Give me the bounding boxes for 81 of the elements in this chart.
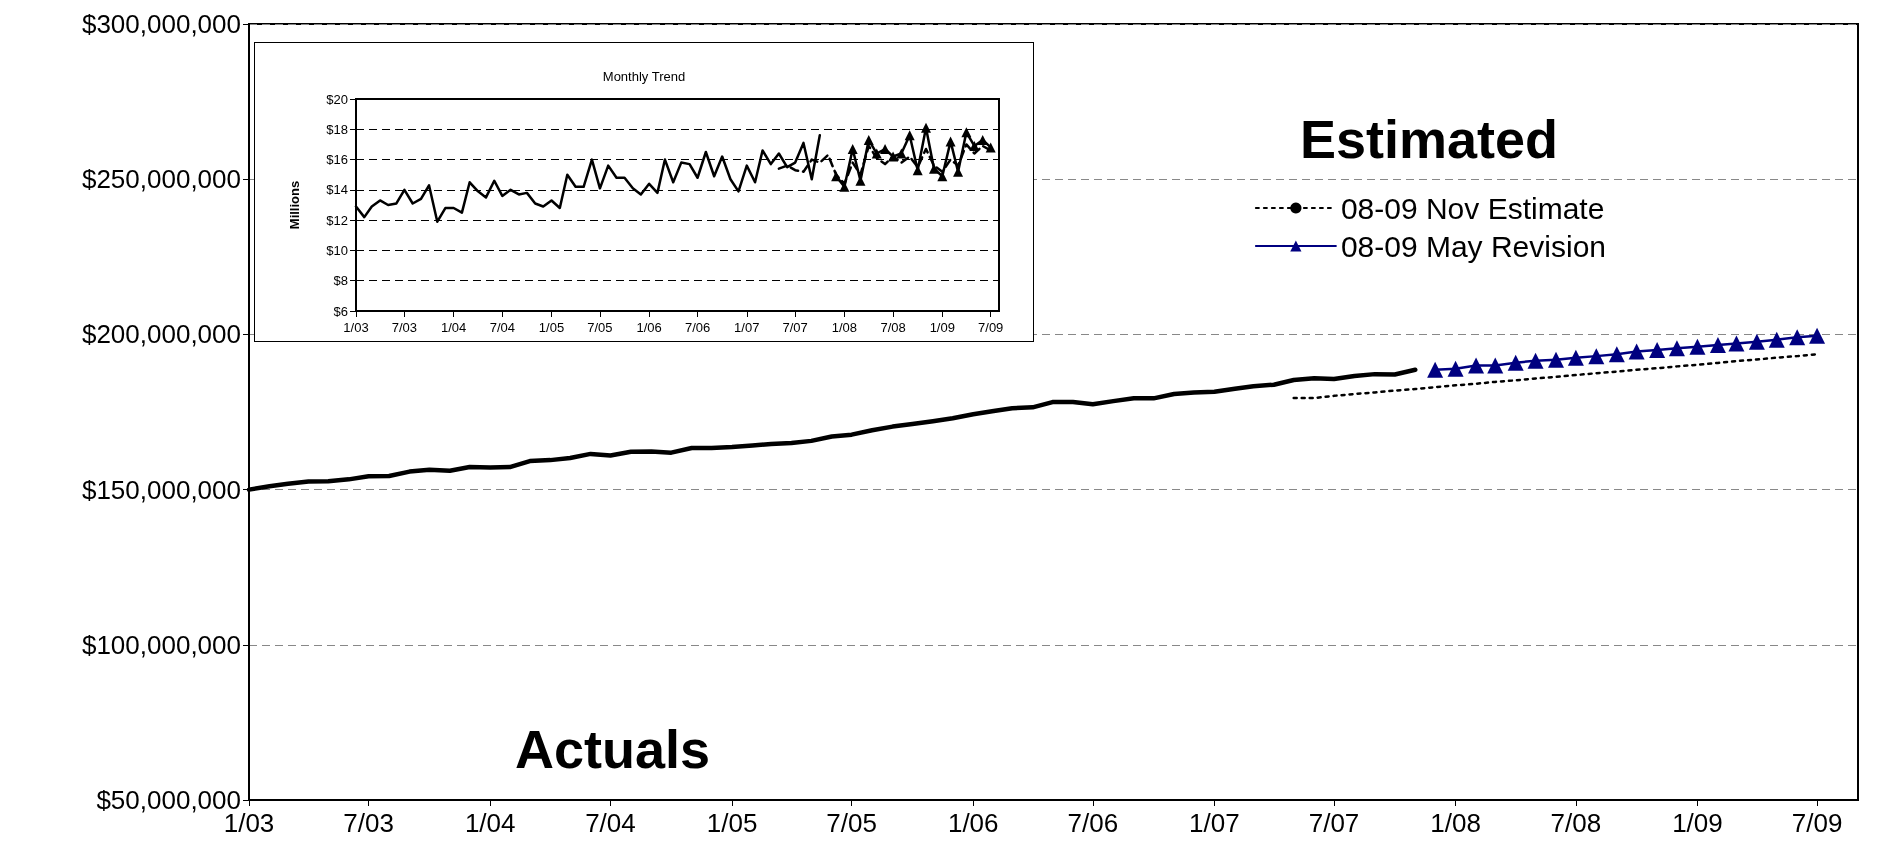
x-tick-label: 1/09 — [929, 320, 955, 335]
y-tick-label: $20 — [326, 91, 348, 107]
x-tick-label: 7/07 — [1308, 808, 1360, 838]
x-tick-label: 1/08 — [1430, 808, 1481, 838]
x-tick-label: 7/08 — [1550, 808, 1602, 838]
x-tick-label: 1/03 — [343, 320, 369, 335]
x-tick-label: 7/08 — [880, 320, 906, 335]
y-tick-label: $250,000,000 — [81, 164, 241, 195]
point — [1748, 333, 1765, 350]
point — [1728, 335, 1745, 352]
x-tick-label: 7/04 — [489, 320, 515, 335]
line-series — [1292, 353, 1819, 400]
x-tick-label: 1/09 — [1672, 808, 1723, 838]
point — [945, 136, 956, 147]
x-tick-label: 7/07 — [782, 320, 808, 335]
point — [969, 140, 980, 151]
annotation: Actuals — [515, 719, 711, 779]
point — [1548, 351, 1565, 368]
x-tick-label: 1/05 — [706, 808, 758, 838]
point — [1567, 349, 1584, 366]
x-tick-label: 7/04 — [585, 808, 636, 838]
y-tick-label: $300,000,000 — [81, 9, 241, 39]
point — [1507, 354, 1524, 371]
point — [1689, 338, 1706, 355]
x-tick-label: 1/08 — [831, 320, 858, 335]
legend-label: 08-09 May Revision — [1340, 229, 1606, 263]
x-tick-label: 7/06 — [1067, 808, 1119, 838]
legend-label: 08-09 Nov Estimate — [1340, 191, 1605, 225]
point — [1809, 327, 1826, 344]
y-tick-label: $18 — [326, 121, 348, 137]
point — [1649, 341, 1666, 358]
x-tick-label: 1/04 — [440, 320, 467, 335]
point — [1468, 357, 1485, 374]
x-tick-label: 7/06 — [684, 320, 711, 335]
y-tick-label: $14 — [326, 182, 348, 198]
point — [847, 143, 858, 154]
point — [920, 122, 931, 133]
point — [1447, 360, 1464, 377]
x-tick-label: 7/03 — [343, 808, 394, 838]
point — [871, 148, 882, 159]
x-tick-label: 7/09 — [1791, 808, 1843, 838]
point — [929, 163, 939, 174]
point — [1487, 357, 1504, 374]
point — [1628, 343, 1645, 360]
x-tick-label: 1/05 — [538, 320, 565, 335]
point — [937, 171, 948, 182]
y-tick-label: $8 — [333, 273, 348, 289]
y-tick-label: $16 — [326, 152, 348, 168]
point — [977, 134, 988, 145]
chart-title: Monthly Trend — [602, 69, 686, 84]
x-tick-label: 7/03 — [391, 320, 418, 335]
x-tick-label: 1/07 — [1189, 808, 1240, 838]
point — [1608, 346, 1625, 363]
y-tick-label: $6 — [333, 303, 348, 319]
point — [1588, 348, 1605, 365]
legend-title: Estimated — [1300, 109, 1559, 169]
point — [1768, 331, 1785, 348]
point — [896, 148, 907, 159]
x-tick-label: 7/09 — [978, 320, 1004, 335]
point — [1527, 352, 1544, 369]
point — [1789, 329, 1806, 346]
point — [863, 134, 874, 145]
x-tick-label: 7/05 — [587, 320, 613, 335]
y-tick-label: $200,000,000 — [81, 319, 241, 350]
point — [1427, 361, 1444, 378]
y-tick-label: $100,000,000 — [81, 629, 241, 660]
x-tick-label: 7/05 — [826, 808, 877, 838]
point — [904, 130, 915, 141]
x-tick-label: 1/06 — [947, 808, 999, 838]
y-tick-label: $150,000,000 — [81, 474, 241, 505]
x-tick-label: 1/04 — [464, 808, 516, 838]
y-tick-label: $12 — [326, 212, 348, 228]
point — [1668, 340, 1685, 357]
y-axis-title: Millions — [287, 180, 302, 230]
point — [961, 127, 972, 138]
y-tick-label: $10 — [326, 242, 348, 258]
x-tick-label: 1/07 — [734, 320, 760, 335]
point — [1709, 336, 1726, 353]
point — [831, 171, 842, 182]
point — [985, 142, 996, 153]
x-tick-label: 1/06 — [636, 320, 662, 335]
